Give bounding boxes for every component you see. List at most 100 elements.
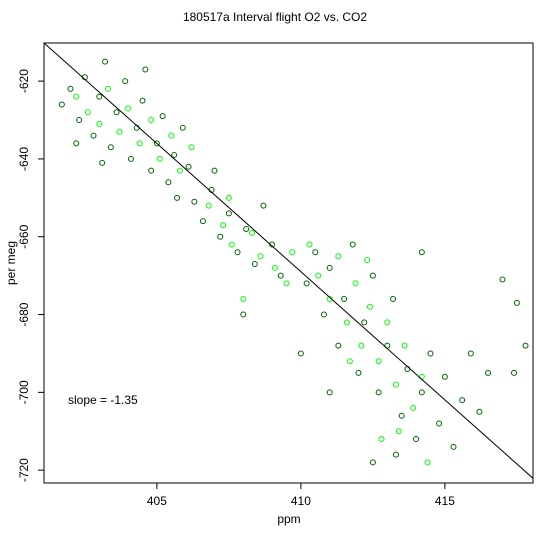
point	[243, 225, 250, 232]
point	[84, 109, 91, 116]
point	[96, 93, 103, 100]
point	[312, 249, 319, 256]
point	[283, 280, 290, 287]
point	[251, 260, 258, 267]
point	[113, 109, 120, 116]
point	[220, 222, 227, 229]
point	[427, 350, 434, 357]
point	[289, 249, 296, 256]
point	[297, 350, 304, 357]
point	[367, 303, 373, 310]
point	[179, 124, 186, 131]
point	[485, 369, 492, 376]
chart-title: 180517a Interval flight O2 vs. CO2	[183, 10, 367, 24]
point	[174, 194, 181, 201]
point	[188, 144, 195, 151]
point	[191, 198, 198, 205]
point	[346, 358, 353, 365]
point	[326, 264, 333, 271]
point	[326, 389, 333, 396]
point	[99, 159, 106, 166]
x-tick-label: 415	[435, 494, 455, 508]
point	[139, 97, 146, 104]
point	[165, 179, 172, 186]
point	[320, 311, 327, 318]
y-tick-label: -640	[17, 147, 31, 171]
point	[441, 373, 448, 380]
point	[401, 342, 408, 349]
point	[418, 249, 425, 256]
point	[269, 241, 276, 248]
point	[168, 132, 175, 139]
point	[148, 117, 155, 124]
point	[127, 155, 134, 162]
point	[199, 218, 206, 225]
point	[392, 381, 399, 388]
point	[355, 369, 362, 376]
fit-line	[44, 43, 533, 479]
point	[510, 369, 517, 376]
point	[211, 167, 218, 174]
point	[418, 389, 425, 396]
point	[122, 78, 129, 85]
point	[240, 295, 247, 302]
x-tick-label: 410	[291, 494, 311, 508]
y-tick-label: -620	[17, 69, 31, 93]
point	[384, 319, 391, 326]
point	[369, 272, 376, 279]
point	[410, 404, 417, 411]
plot-frame	[43, 42, 534, 484]
point	[335, 342, 342, 349]
y-axis-label: per meg	[4, 241, 18, 285]
point	[418, 373, 425, 380]
point	[107, 144, 114, 151]
point	[413, 436, 420, 443]
point	[153, 140, 160, 147]
point	[67, 85, 74, 92]
point	[476, 408, 483, 415]
point	[436, 420, 443, 427]
point	[349, 241, 356, 248]
annotation: slope = -1.35	[68, 393, 138, 407]
point	[424, 459, 431, 466]
point	[277, 272, 284, 279]
point	[90, 132, 97, 139]
point	[58, 101, 65, 108]
point	[343, 319, 350, 326]
point	[257, 253, 264, 260]
point	[102, 58, 109, 65]
point	[185, 163, 192, 170]
point	[125, 105, 132, 112]
point	[513, 299, 520, 306]
point	[76, 117, 83, 124]
point	[142, 66, 149, 73]
point	[156, 155, 163, 162]
point	[364, 257, 371, 264]
point	[73, 93, 80, 100]
point	[459, 397, 466, 404]
point	[499, 276, 506, 283]
point	[398, 412, 405, 419]
point	[73, 140, 80, 147]
point	[260, 202, 267, 209]
point	[234, 249, 241, 256]
point	[450, 443, 457, 450]
point	[467, 350, 474, 357]
x-axis-label: ppm	[277, 512, 300, 526]
point	[375, 389, 382, 396]
point	[378, 436, 385, 443]
point	[375, 358, 382, 365]
point	[217, 233, 224, 240]
point	[341, 295, 348, 302]
point	[225, 210, 232, 217]
y-tick-label: -700	[17, 380, 31, 404]
point	[96, 120, 103, 127]
point	[303, 280, 310, 287]
point	[315, 272, 322, 279]
point	[248, 229, 255, 236]
x-tick-label: 405	[147, 494, 167, 508]
y-tick-label: -720	[17, 458, 31, 482]
point	[361, 319, 368, 326]
point	[104, 85, 111, 92]
